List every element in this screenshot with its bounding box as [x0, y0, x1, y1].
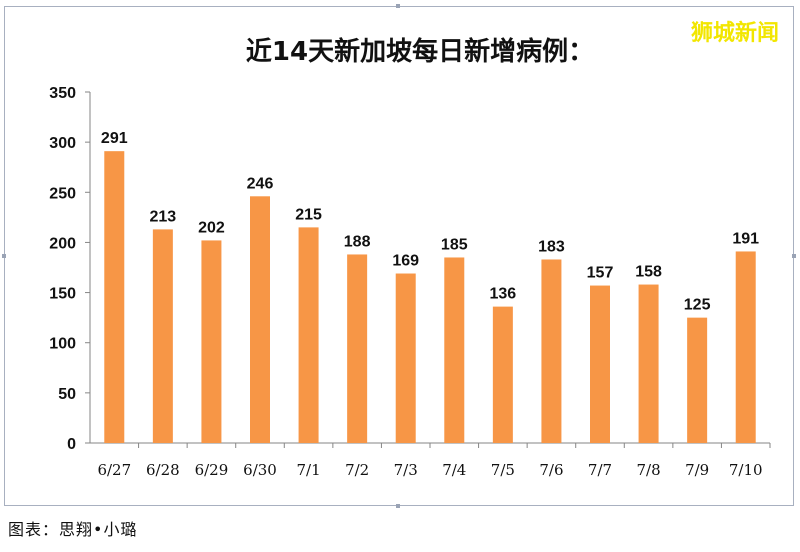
bar [152, 229, 173, 443]
bar [104, 151, 125, 443]
x-tick-label: 7/10 [729, 461, 763, 479]
data-label: 158 [635, 264, 662, 281]
y-tick-label: 350 [49, 85, 76, 102]
bar [638, 284, 659, 443]
resize-handle-top[interactable] [396, 4, 400, 8]
x-tick-label: 7/3 [394, 461, 418, 479]
resize-handle-bottom[interactable] [396, 504, 400, 508]
watermark-logo: 狮城新闻 [691, 20, 779, 46]
x-tick-label: 7/2 [345, 461, 369, 479]
data-label: 136 [490, 286, 517, 303]
bar [201, 240, 222, 443]
bar [492, 306, 513, 443]
x-tick-label: 7/1 [297, 461, 321, 479]
y-tick-label: 0 [67, 436, 76, 453]
x-tick-label: 7/7 [588, 461, 612, 479]
data-label: 183 [538, 238, 565, 255]
data-label: 202 [198, 219, 225, 236]
bar [444, 257, 465, 443]
bar [298, 227, 319, 443]
y-tick-label: 200 [49, 235, 76, 252]
chart-title: 近14天新加坡每日新增病例： [246, 36, 594, 67]
data-label: 191 [732, 230, 759, 247]
x-tick-label: 7/8 [637, 461, 661, 479]
bar [590, 285, 610, 443]
data-label: 215 [295, 206, 322, 223]
x-tick-label: 7/6 [539, 461, 563, 479]
x-tick-label: 6/27 [97, 461, 131, 479]
y-tick-label: 50 [58, 386, 76, 403]
y-tick-label: 300 [49, 135, 76, 152]
y-tick-label: 150 [49, 286, 76, 303]
bar [347, 254, 368, 443]
x-tick-label: 6/30 [243, 461, 277, 479]
axes: 0 50 100 150 200 250 300 350 6/27 6/28 6/29 6/30 7/1… [49, 85, 771, 479]
data-label: 188 [344, 233, 371, 250]
x-tick-label: 7/9 [685, 461, 709, 479]
bar [250, 196, 270, 443]
x-tick-label: 7/4 [442, 461, 466, 479]
resize-handle-right[interactable] [792, 254, 796, 258]
bar [687, 317, 708, 443]
data-label: 246 [247, 175, 274, 192]
data-label: 157 [587, 265, 614, 282]
data-label: 185 [441, 236, 468, 253]
data-label: 291 [101, 130, 128, 147]
bar [541, 259, 562, 443]
data-label: 169 [392, 253, 419, 270]
bar [735, 251, 756, 443]
data-label: 125 [684, 297, 711, 314]
y-tick-label: 250 [49, 185, 76, 202]
x-tick-label: 7/5 [491, 461, 515, 479]
x-tick-label: 6/28 [146, 461, 180, 479]
resize-handle-left[interactable] [2, 254, 6, 258]
chart-caption: 图表：思翔•小璐 [8, 520, 138, 539]
y-tick-label: 100 [49, 336, 76, 353]
bars: 291 213 202 246 215 188 169 185 136 183 157 158 125 1… [101, 130, 759, 443]
x-tick-label: 6/29 [195, 461, 229, 479]
bar [395, 273, 416, 443]
data-label: 213 [150, 208, 177, 225]
